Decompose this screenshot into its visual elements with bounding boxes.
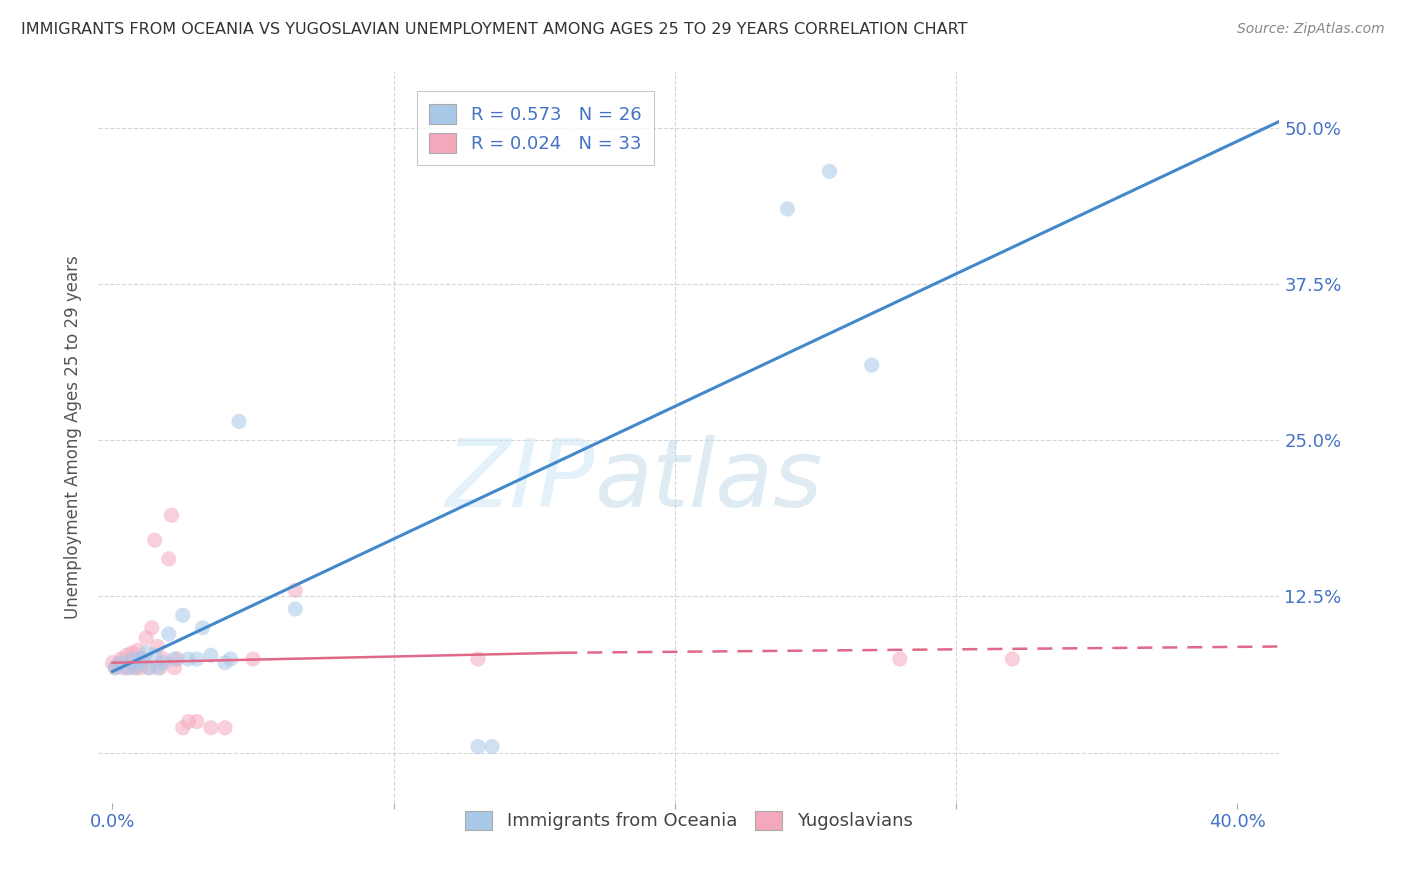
Point [146,640,169,654]
Point [104,661,127,675]
Point [214,656,236,670]
Point [121,652,143,666]
Point [177,652,200,666]
Point [146,661,169,675]
Point [124,661,146,675]
Point [481,739,503,754]
Point [219,652,242,666]
Point [141,621,163,635]
Point [200,721,222,735]
Point [172,608,194,623]
Point [138,661,160,675]
Point [107,658,129,673]
Point [214,721,236,735]
Point [135,646,157,660]
Point [115,648,138,663]
Point [284,583,307,598]
Text: atlas: atlas [595,435,823,526]
Point [467,739,489,754]
Point [104,661,127,675]
Point [118,661,141,675]
Point [776,202,799,216]
Point [191,621,214,635]
Point [135,631,157,645]
Point [166,652,188,666]
Point [242,652,264,666]
Point [127,656,149,670]
Point [157,552,180,566]
Point [152,652,174,666]
Point [177,714,200,729]
Point [186,714,208,729]
Point [121,646,143,660]
Point [138,661,160,675]
Point [110,656,132,670]
Point [129,652,152,666]
Point [186,652,208,666]
Point [467,652,489,666]
Point [115,661,138,675]
Y-axis label: Unemployment Among Ages 25 to 29 years: Unemployment Among Ages 25 to 29 years [65,255,83,619]
Point [132,652,155,666]
Point [127,643,149,657]
Point [200,648,222,663]
Text: IMMIGRANTS FROM OCEANIA VS YUGOSLAVIAN UNEMPLOYMENT AMONG AGES 25 TO 29 YEARS CO: IMMIGRANTS FROM OCEANIA VS YUGOSLAVIAN U… [21,22,967,37]
Point [112,661,135,675]
Point [129,661,152,675]
Point [172,721,194,735]
Point [163,652,186,666]
Point [143,648,166,663]
Point [157,627,180,641]
Point [1001,652,1024,666]
Legend: Immigrants from Oceania, Yugoslavians: Immigrants from Oceania, Yugoslavians [458,804,920,838]
Point [163,661,186,675]
Point [160,508,183,523]
Point [860,358,883,372]
Point [818,164,841,178]
Point [152,656,174,670]
Point [149,661,172,675]
Text: ZIP: ZIP [444,435,595,526]
Point [889,652,911,666]
Point [143,533,166,548]
Point [284,602,307,616]
Point [228,414,250,428]
Point [110,652,132,666]
Text: Source: ZipAtlas.com: Source: ZipAtlas.com [1237,22,1385,37]
Point [124,661,146,675]
Point [101,656,124,670]
